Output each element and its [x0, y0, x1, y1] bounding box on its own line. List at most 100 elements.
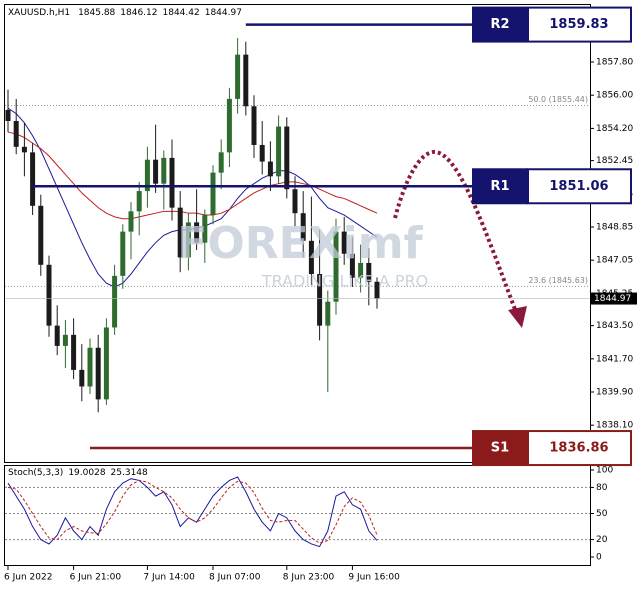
watermark-slogan: TRADING LIKE A PRO: [261, 272, 428, 291]
x-tick-label: 8 Jun 07:00: [209, 573, 261, 583]
candle-body: [161, 157, 167, 184]
candle-body: [276, 126, 282, 177]
candle-body: [259, 144, 265, 162]
level-name-box: [472, 430, 528, 467]
candle-body: [235, 54, 241, 99]
candle-body: [374, 281, 380, 299]
header-high: 1846.12: [120, 8, 157, 18]
stoch-title: Stoch(5,3,3): [8, 468, 63, 478]
candle-body: [30, 152, 36, 206]
candle-body: [46, 264, 52, 326]
y-tick-label: 1854.20: [596, 124, 633, 134]
candle-body: [54, 325, 60, 346]
candle-body: [210, 172, 216, 216]
y-tick-label: 1847.05: [596, 256, 633, 266]
header-open: 1845.88: [78, 8, 115, 18]
candle-body: [87, 347, 93, 387]
level-name-box: [472, 6, 528, 43]
candle-body: [333, 231, 339, 302]
candle-body: [202, 215, 208, 243]
candle-body: [62, 334, 68, 346]
y-tick-label: 1843.50: [596, 321, 633, 331]
watermark-brand: FOREXimf: [177, 218, 423, 269]
chart-header: XAUUSD.h,H1 1845.88 1846.12 1844.42 1844.97: [8, 8, 242, 18]
level-name: S1: [491, 441, 509, 456]
stoch-line: [7, 476, 378, 548]
watermark: FOREXimf TRADING LIKE A PRO: [177, 218, 428, 291]
y-tick-label: 1838.10: [596, 421, 633, 431]
level-name: R1: [490, 179, 509, 194]
candle-body: [325, 301, 331, 326]
stoch-main-value: 19.0028: [68, 468, 105, 478]
candle-body: [366, 262, 372, 282]
stoch-y-tick-label: 50: [596, 509, 608, 519]
y-tick-label: 1857.80: [596, 58, 633, 68]
stoch-y-tick-label: 80: [596, 483, 608, 493]
level-value: 1836.86: [549, 441, 608, 456]
candle-body: [349, 253, 355, 278]
candle-body: [169, 157, 175, 208]
forecast-arrowhead: [508, 306, 527, 328]
stoch-y-tick-label: 100: [596, 466, 613, 476]
level-value-box: [527, 6, 632, 43]
candle-body: [292, 189, 298, 214]
main-frame: [4, 4, 591, 463]
candle-body: [153, 159, 159, 184]
candle-body: [38, 205, 44, 265]
level-name: R2: [490, 17, 509, 32]
chart-title: XAUUSD.h,H1: [8, 8, 70, 18]
stoch-y-tick-label: 20: [596, 535, 608, 545]
candle-body: [95, 347, 101, 400]
x-tick-label: 9 Jun 16:00: [348, 573, 400, 583]
candle-body: [218, 152, 224, 173]
y-tick-label: 1839.90: [596, 388, 633, 398]
level-value: 1851.06: [549, 179, 608, 194]
candle-body: [284, 126, 290, 190]
candle-body: [267, 161, 273, 177]
stoch-frame: [4, 465, 591, 566]
current-price-box: [591, 292, 637, 305]
stoch-line: [7, 479, 378, 544]
level-name-box: [472, 168, 528, 205]
level-value: 1859.83: [549, 17, 608, 32]
candle-body: [300, 213, 306, 241]
forecast-arrow: [393, 149, 527, 328]
candle-body: [144, 159, 150, 192]
candle-body: [21, 146, 27, 153]
candle-body: [79, 369, 85, 387]
header-close: 1844.97: [205, 8, 242, 18]
stoch-y-tick-label: 0: [596, 553, 602, 563]
forecast-path: [393, 149, 518, 313]
y-tick-label: 1856.00: [596, 91, 633, 101]
candle-body: [120, 231, 126, 276]
stoch-signal-value: 25.3148: [111, 468, 148, 478]
x-tick-label: 6 Jun 21:00: [70, 573, 122, 583]
candle-body: [177, 207, 183, 258]
stoch-header: Stoch(5,3,3) 19.0028 25.3148: [8, 468, 148, 478]
level-value-box: [527, 168, 632, 205]
candle-body: [71, 334, 77, 370]
candle-body: [358, 262, 364, 278]
candle-body: [112, 275, 118, 328]
candle-body: [308, 240, 314, 275]
candle-body: [341, 231, 347, 254]
candle-body: [136, 191, 142, 212]
x-tick-label: 7 Jun 14:00: [143, 573, 195, 583]
current-price-label: 1844.97: [594, 294, 631, 304]
candle-body: [185, 222, 191, 258]
moving-average: [7, 107, 378, 288]
header-low: 1844.42: [163, 8, 200, 18]
level-value-box: [527, 430, 632, 467]
candle-body: [128, 211, 134, 232]
candle-body: [103, 327, 109, 400]
fib-label: 23.6 (1845.63): [528, 276, 588, 285]
y-tick-label: 1841.70: [596, 354, 633, 364]
candle-body: [226, 98, 232, 153]
y-tick-label: 1848.85: [596, 223, 633, 233]
x-tick-label: 6 Jun 2022: [4, 573, 52, 583]
candle-body: [5, 109, 11, 122]
y-tick-label: 1852.45: [596, 156, 633, 166]
candle-body: [243, 54, 249, 107]
candle-body: [13, 121, 19, 147]
